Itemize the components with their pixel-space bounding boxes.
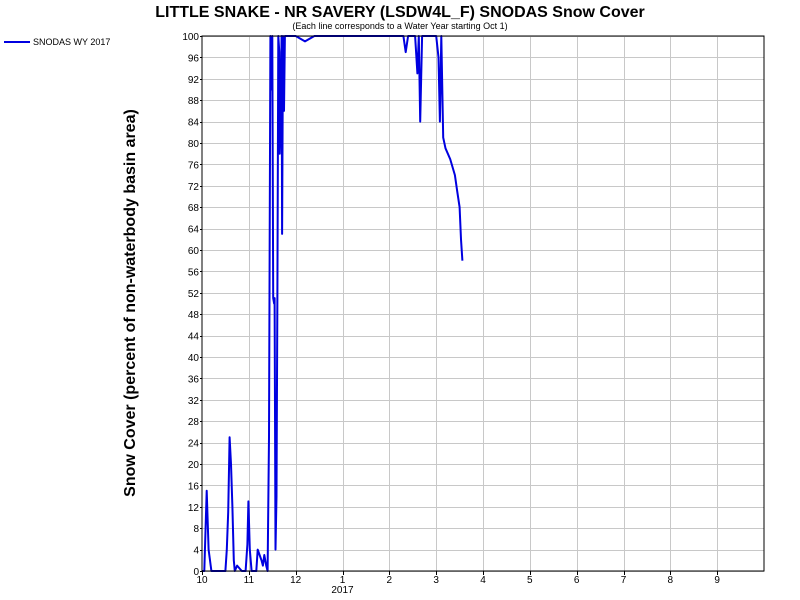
y-tick-label: 28 bbox=[188, 417, 200, 428]
y-tick-label: 0 bbox=[193, 567, 199, 578]
x-tick-label: 12 bbox=[290, 575, 302, 586]
y-tick-label: 32 bbox=[188, 396, 200, 407]
y-tick-label: 72 bbox=[188, 182, 200, 193]
x-tick-label: 2 bbox=[387, 575, 393, 586]
y-tick-label: 76 bbox=[188, 160, 200, 171]
grid bbox=[202, 36, 764, 572]
y-tick-label: 16 bbox=[188, 481, 200, 492]
y-tick-label: 92 bbox=[188, 75, 200, 86]
plot-area bbox=[202, 35, 464, 572]
y-tick-label: 80 bbox=[188, 139, 200, 150]
y-tick-label: 8 bbox=[193, 524, 199, 535]
x-tick-label: 7 bbox=[621, 575, 627, 586]
chart-subtitle: (Each line corresponds to a Water Year s… bbox=[292, 21, 507, 31]
y-tick-label: 44 bbox=[188, 332, 200, 343]
legend-label: SNODAS WY 2017 bbox=[33, 37, 110, 47]
y-tick-label: 84 bbox=[188, 118, 200, 129]
y-tick-label: 68 bbox=[188, 203, 200, 214]
y-tick-label: 40 bbox=[188, 353, 200, 364]
x-tick-label: 11 bbox=[244, 575, 255, 586]
y-tick-label: 20 bbox=[188, 460, 200, 471]
x-tick-label: 3 bbox=[433, 575, 439, 586]
y-tick-label: 64 bbox=[188, 225, 200, 236]
y-tick-label: 36 bbox=[188, 374, 200, 385]
y-tick-label: 52 bbox=[188, 289, 200, 300]
x-tick-label: 5 bbox=[527, 575, 533, 586]
y-tick-label: 48 bbox=[188, 310, 200, 321]
y-tick-label: 88 bbox=[188, 96, 200, 107]
x-tick-label: 8 bbox=[668, 575, 674, 586]
legend: SNODAS WY 2017 bbox=[4, 37, 110, 47]
x-tick-label: 4 bbox=[480, 575, 486, 586]
x-year-label: 2017 bbox=[331, 585, 354, 596]
y-tick-label: 12 bbox=[188, 503, 200, 514]
y-tick-label: 96 bbox=[188, 53, 200, 64]
y-tick-label: 56 bbox=[188, 267, 200, 278]
y-tick-label: 4 bbox=[193, 546, 199, 557]
y-tick-label: 60 bbox=[188, 246, 200, 257]
x-tick-label: 6 bbox=[574, 575, 580, 586]
y-tick-label: 100 bbox=[182, 32, 199, 43]
y-axis-ticks: 0481216202428323640444852566064687276808… bbox=[182, 32, 202, 578]
x-tick-label: 1 bbox=[340, 575, 346, 586]
y-tick-label: 24 bbox=[188, 439, 200, 450]
chart-title: LITTLE SNAKE - NR SAVERY (LSDW4L_F) SNOD… bbox=[155, 4, 645, 21]
y-axis-label: Snow Cover (percent of non-waterbody bas… bbox=[122, 109, 139, 497]
x-tick-label: 10 bbox=[196, 575, 208, 586]
series-line bbox=[202, 35, 464, 572]
x-tick-label: 9 bbox=[714, 575, 720, 586]
